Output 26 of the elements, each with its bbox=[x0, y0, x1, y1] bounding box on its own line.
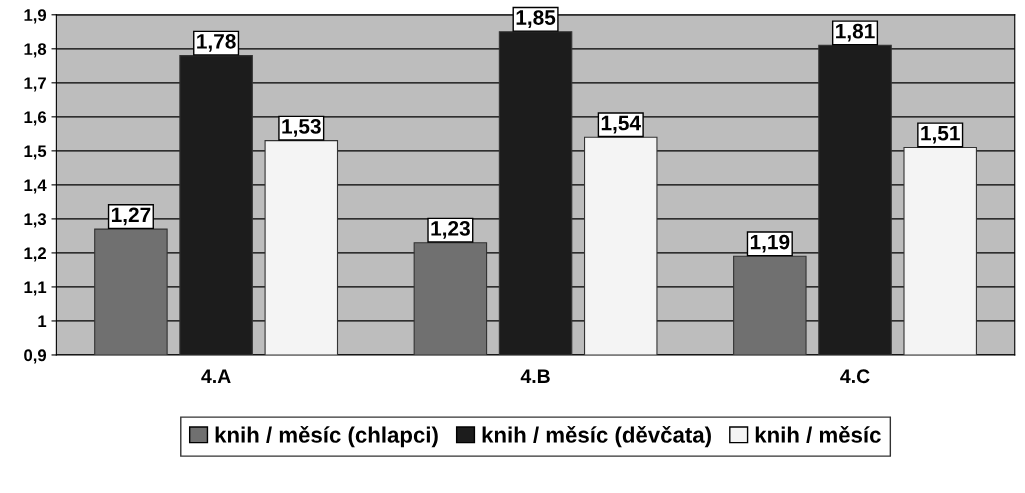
data-label: 1,27 bbox=[111, 207, 151, 226]
data-label: 1,19 bbox=[750, 234, 790, 253]
y-tick-label: 1,1 bbox=[24, 281, 47, 296]
data-label: 1,78 bbox=[197, 33, 236, 52]
data-label: 1,54 bbox=[601, 115, 641, 134]
data-label: 1,85 bbox=[516, 10, 556, 28]
y-tick-label: 1,2 bbox=[24, 247, 46, 262]
legend-label: knih / měsíc (chlapci) bbox=[215, 425, 438, 448]
data-label: 1,51 bbox=[921, 126, 960, 144]
y-tick-label: 1,4 bbox=[24, 179, 47, 194]
data-label: 1,81 bbox=[836, 23, 875, 42]
x-tick-label: 4.C bbox=[840, 369, 870, 384]
x-tick-label: 4.B bbox=[520, 369, 550, 383]
legend-label: knih / měsíc (děvčata) bbox=[482, 425, 711, 448]
data-label: 1,53 bbox=[282, 119, 321, 137]
y-tick-label: 1,3 bbox=[24, 213, 47, 228]
y-tick-label: 1,8 bbox=[24, 43, 47, 58]
y-tick-label: 1 bbox=[38, 315, 47, 327]
y-tick-label: 1,7 bbox=[24, 77, 46, 92]
y-tick-label: 1,9 bbox=[24, 9, 47, 24]
legend-label: knih / měsíc bbox=[755, 425, 881, 444]
data-label: 1,23 bbox=[431, 221, 470, 239]
y-tick-label: 1,6 bbox=[24, 111, 47, 126]
x-tick-label: 4.A bbox=[201, 369, 231, 383]
y-tick-label: 0,9 bbox=[24, 349, 47, 364]
y-tick-label: 1,5 bbox=[24, 145, 47, 160]
